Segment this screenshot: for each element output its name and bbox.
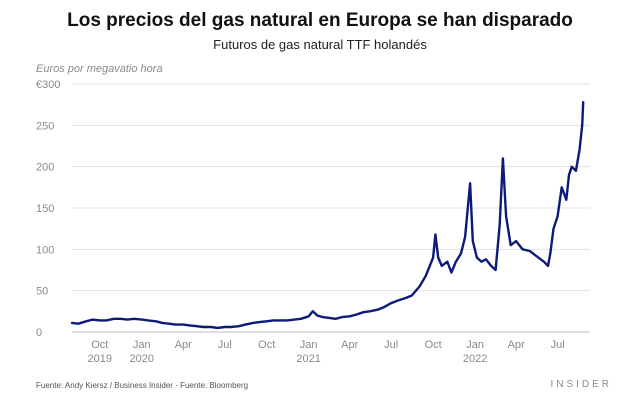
gridlines (72, 83, 590, 333)
chart-title: Los precios del gas natural en Europa se… (67, 10, 573, 31)
y-axis-ticks: 0 50 100 150 200 250 €300 (36, 79, 60, 339)
series-line (70, 101, 585, 330)
x-tick-label: Jan (466, 339, 484, 351)
x-tick-year-label: 2019 (88, 353, 112, 365)
x-tick-label: Jul (218, 339, 232, 351)
x-tick-label: Oct (91, 339, 108, 351)
y-tick-label: 50 (36, 286, 48, 298)
x-tick-label: Apr (175, 339, 192, 351)
x-tick-year-label: 2020 (130, 353, 154, 365)
y-axis-label: Euros por megavatio hora (36, 63, 163, 75)
y-tick-label: 250 (36, 120, 54, 132)
x-tick-label: Oct (258, 339, 275, 351)
x-tick-label: Apr (508, 339, 525, 351)
y-tick-label: 0 (36, 327, 42, 339)
series-layer (70, 101, 585, 330)
y-tick-label: 150 (36, 203, 54, 215)
publisher-logo: INSIDER (550, 379, 612, 390)
x-tick-year-label: 2021 (296, 353, 320, 365)
x-tick-label: Jul (551, 339, 565, 351)
x-axis-ticks: Oct 2019 Jan 2020 Apr Jul Oct Jan 2021 Apr Jul Oct J… (88, 339, 565, 365)
x-tick-label: Jan (133, 339, 151, 351)
x-tick-label: Jul (384, 339, 398, 351)
x-tick-label: Apr (341, 339, 358, 351)
source-note: Fuente: Andy Kiersz / Business Insider ·… (36, 381, 249, 390)
y-tick-label: 100 (36, 244, 54, 256)
x-tick-label: Jan (300, 339, 318, 351)
chart-subtitle: Futuros de gas natural TTF holandés (213, 37, 427, 52)
y-tick-label: €300 (36, 79, 60, 91)
y-tick-label: 200 (36, 162, 54, 174)
x-tick-year-label: 2022 (463, 353, 487, 365)
x-tick-label: Oct (425, 339, 442, 351)
